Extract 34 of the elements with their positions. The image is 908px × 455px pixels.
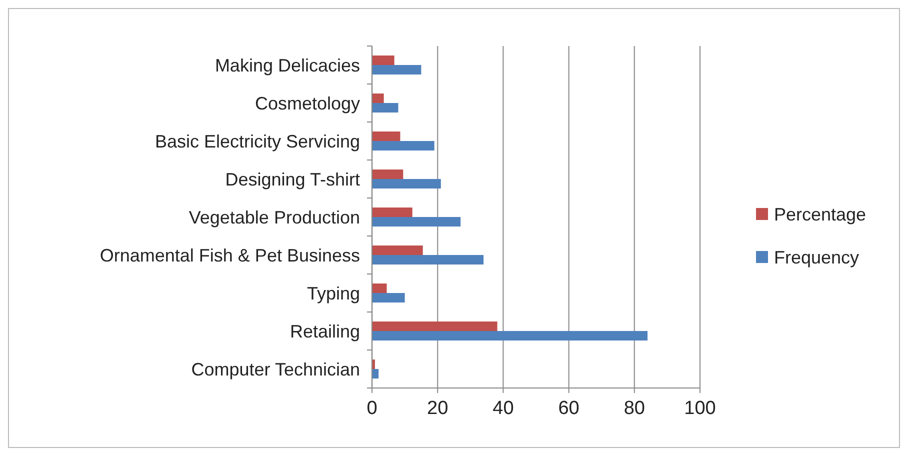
legend-label: Frequency [774, 247, 860, 268]
bar [372, 132, 400, 141]
y-tick-label: Retailing [290, 321, 360, 342]
x-tick-label: 60 [558, 398, 580, 419]
bar [372, 217, 461, 226]
bar [372, 170, 404, 179]
y-tick-label: Basic Electricity Servicing [154, 131, 360, 152]
bar [372, 322, 498, 331]
x-tick-label: 0 [366, 398, 378, 419]
legend-label: Percentage [774, 204, 866, 224]
bar [372, 141, 434, 150]
y-tick-label: Ornamental Fish & Pet Business [100, 245, 360, 266]
y-tick-label: Cosmetology [254, 93, 360, 114]
y-tick-label: Designing T-shirt [225, 169, 360, 190]
bar [372, 255, 484, 264]
bar [372, 56, 394, 65]
bar [372, 103, 398, 112]
bar [372, 293, 405, 302]
x-tick-label: 40 [492, 398, 514, 419]
y-tick-label: Making Delicacies [214, 55, 360, 76]
bar [372, 65, 422, 74]
bar [372, 208, 412, 217]
y-tick-label: Typing [306, 283, 360, 304]
bar [372, 331, 648, 340]
bar [372, 94, 384, 103]
y-tick-label: Computer Technician [191, 359, 360, 380]
bar [372, 369, 379, 378]
x-tick-label: 100 [684, 398, 716, 419]
y-tick-label: Vegetable Production [188, 207, 360, 228]
x-tick-label: 20 [427, 398, 448, 419]
bar [372, 284, 387, 293]
bar [372, 179, 441, 188]
bar [372, 246, 423, 255]
x-tick-label: 80 [624, 398, 645, 419]
